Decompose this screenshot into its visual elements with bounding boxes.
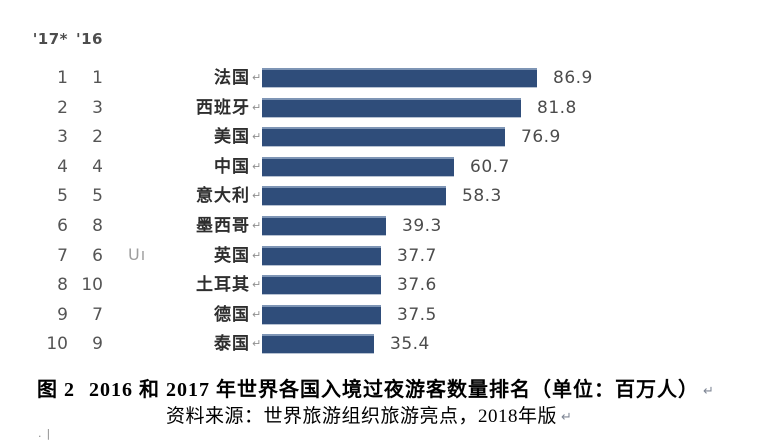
country-label: 西班牙 (196, 97, 250, 118)
country-label: 墨西哥 (196, 216, 250, 236)
return-mark-icon: ↵ (252, 248, 262, 262)
clipped-text-artifact: .| (38, 427, 56, 440)
chart-row: 1 1 法国 ↵ 86.9 (0, 67, 767, 89)
chart-row: 8 10 土耳其 ↵ 37.6 (0, 274, 767, 296)
value-label: 37.6 (397, 275, 437, 296)
rank-2017-label: 10 (46, 334, 68, 355)
return-mark-icon: ↵ (252, 337, 262, 351)
rank-2017-label: 8 (57, 275, 68, 296)
rank-2017-label: 4 (57, 156, 68, 177)
bar (262, 216, 386, 236)
rank-2016-label: 10 (81, 275, 103, 296)
value-label: 86.9 (553, 68, 593, 88)
return-mark-icon: ↵ (252, 71, 262, 84)
source-text: 资料来源：世界旅游组织旅游亮点，2018年版 (166, 406, 558, 427)
rank-2016-label: 7 (92, 304, 103, 325)
value-label: 35.4 (390, 334, 430, 355)
chart-row: 5 5 意大利 ↵ 58.3 (0, 185, 767, 207)
value-label: 37.7 (397, 245, 437, 266)
country-label: 土耳其 (196, 275, 250, 296)
country-label: 泰国 (214, 334, 250, 355)
country-label: 德国 (214, 304, 250, 325)
source-caption: 资料来源：世界旅游组织旅游亮点，2018年版 ↵ (166, 401, 572, 428)
value-label: 81.8 (537, 97, 577, 118)
rank-2017-label: 5 (57, 186, 68, 207)
country-label: 英国 (214, 245, 250, 266)
column-header-2017: '17* (32, 30, 68, 48)
return-mark-icon: ↵ (252, 100, 262, 114)
bar (262, 304, 381, 325)
bar (262, 186, 446, 207)
return-mark-icon: ↵ (252, 130, 262, 144)
rank-2016-label: 1 (92, 68, 103, 88)
value-label: 58.3 (462, 186, 502, 207)
country-label: 法国 (214, 68, 250, 88)
column-header-2016: '16 (76, 30, 103, 48)
return-mark-icon: ↵ (252, 189, 262, 203)
rank-2017-label: 9 (57, 304, 68, 325)
rank-2017-label: 1 (57, 68, 68, 88)
country-label: 中国 (214, 156, 250, 177)
return-mark-icon: ↵ (252, 307, 262, 321)
return-mark-icon: ↵ (703, 384, 715, 399)
rank-2016-label: 5 (92, 186, 103, 207)
return-mark-icon: ↵ (252, 278, 262, 292)
bar (262, 275, 381, 296)
bar (262, 97, 521, 118)
chart-row: 9 7 德国 ↵ 37.5 (0, 304, 767, 326)
rank-2016-label: 3 (92, 97, 103, 118)
chart-row: 10 9 泰国 ↵ 35.4 (0, 333, 767, 355)
rank-2016-label: 4 (92, 156, 103, 177)
bar (262, 156, 454, 177)
return-mark-icon: ↵ (561, 410, 573, 425)
rank-2017-label: 3 (57, 127, 68, 148)
figure-title: 2016 和 2017 年世界各国入境过夜游客数量排名（单位：百万人） (89, 379, 699, 401)
value-label: 39.3 (402, 216, 442, 236)
bar (262, 127, 505, 148)
bar (262, 334, 374, 355)
rank-2016-label: 2 (92, 127, 103, 148)
chart-row: 6 8 墨西哥 ↵ 39.3 (0, 215, 767, 237)
value-label: 76.9 (521, 127, 561, 148)
chart-row: 3 2 美国 ↵ 76.9 (0, 126, 767, 148)
country-label: 意大利 (196, 186, 250, 207)
rank-2016-label: 8 (92, 216, 103, 236)
chart-row: 7 6 英国 ↵ 37.7 (0, 245, 767, 267)
rank-2017-label: 7 (57, 245, 68, 266)
rank-2017-label: 6 (57, 216, 68, 236)
chart-row: 2 3 西班牙 ↵ 81.8 (0, 97, 767, 119)
return-mark-icon: ↵ (252, 219, 262, 232)
bar (262, 68, 537, 88)
chart-row: 4 4 中国 ↵ 60.7 (0, 156, 767, 178)
cropped-text-artifact: Uı (128, 245, 147, 264)
value-label: 60.7 (470, 156, 510, 177)
rank-2016-label: 9 (92, 334, 103, 355)
value-label: 37.5 (397, 304, 437, 325)
figure-label: 图 2 (37, 379, 75, 401)
bar (262, 245, 381, 266)
country-label: 美国 (214, 127, 250, 148)
return-mark-icon: ↵ (252, 159, 262, 173)
rank-2017-label: 2 (57, 97, 68, 118)
figure-caption: 图 2 2016 和 2017 年世界各国入境过夜游客数量排名（单位：百万人） ↵ (37, 373, 715, 402)
rank-2016-label: 6 (92, 245, 103, 266)
